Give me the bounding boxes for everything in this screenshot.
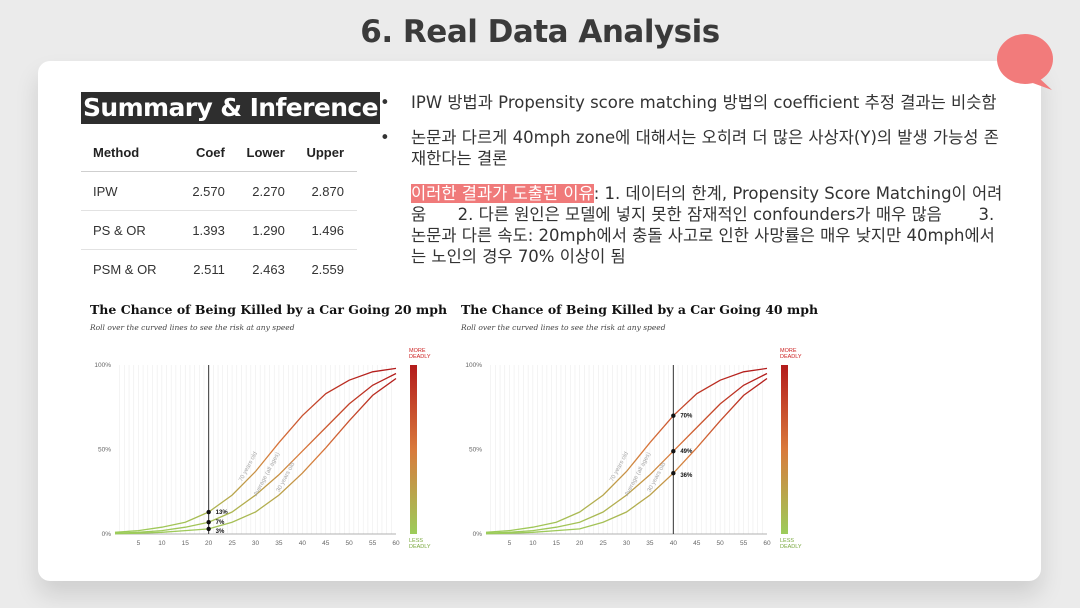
- series-line: [114, 377, 397, 535]
- bullet-text: IPW 방법과 Propensity score matching 방법의 co…: [411, 93, 997, 112]
- scale-top-label: MORE: [780, 348, 797, 354]
- series-line: [485, 377, 768, 535]
- data-point: [671, 470, 676, 476]
- scale-bottom-label: DEADLY: [780, 544, 802, 550]
- y-tick-label: 0%: [473, 531, 483, 538]
- scale-bottom-label: DEADLY: [409, 544, 431, 550]
- bullet-dot-icon: •: [380, 93, 390, 112]
- x-tick-label: 35: [275, 540, 283, 547]
- table-cell: 2.870: [297, 171, 357, 211]
- table-cell: 1.393: [184, 210, 238, 250]
- reason-text: : 1. 데이터의 한계, Propensity Score Matching이…: [411, 184, 1003, 266]
- point-label: 13%: [216, 510, 229, 516]
- chart-plot: 5 10 15 20 25 30 35 40 45 50 55 600%50%100%70 years…: [94, 348, 431, 550]
- table-cell: 2.270: [237, 171, 298, 211]
- slide-title: 6. Real Data Analysis: [360, 14, 720, 50]
- data-point: [206, 519, 211, 525]
- x-tick-label: 55: [740, 540, 748, 547]
- y-tick-label: 0%: [102, 531, 112, 538]
- scale-bottom-label: LESS: [409, 538, 423, 544]
- table-cell: PSM & OR: [93, 261, 157, 277]
- results-table: Method Coef Lower Upper IPW 2.570 2.270 …: [81, 133, 357, 288]
- x-tick-label: 15: [182, 540, 190, 547]
- chart-plot: 5 10 15 20 25 30 35 40 45 50 55 600%50%100%70 years…: [465, 348, 802, 550]
- x-tick-label: 55: [369, 540, 377, 547]
- x-tick-label: 50: [346, 540, 354, 547]
- highlighted-reason-label: 이러한 결과가 도출된 이유: [411, 184, 594, 203]
- point-label: 7%: [216, 520, 225, 526]
- deadliness-scale-bar: [410, 365, 417, 534]
- scale-top-label: DEADLY: [780, 354, 802, 360]
- bullet-item: • 논문과 다르게 40mph zone에 대해서는 오히려 더 많은 사상자(…: [378, 127, 1008, 169]
- x-tick-label: 45: [322, 540, 330, 547]
- y-tick-label: 100%: [465, 362, 482, 369]
- table-cell: PS & OR: [81, 210, 185, 250]
- table-cell: 2.511: [193, 261, 225, 277]
- speech-bubble-icon: [997, 34, 1053, 90]
- scale-bottom-label: LESS: [780, 538, 794, 544]
- point-label: 3%: [216, 529, 225, 535]
- x-tick-label: 20: [576, 540, 584, 547]
- point-label: 36%: [680, 473, 693, 479]
- y-tick-label: 100%: [94, 362, 111, 369]
- scale-top-label: MORE: [409, 348, 426, 354]
- bullet-dot-icon: •: [380, 128, 390, 147]
- series-line: [114, 372, 397, 534]
- x-tick-label: 50: [717, 540, 725, 547]
- data-point: [671, 448, 676, 454]
- bullet-list: • IPW 방법과 Propensity score matching 방법의 …: [378, 92, 1008, 267]
- point-label: 70%: [680, 414, 693, 420]
- table-cell: 2.570: [184, 171, 238, 211]
- table-row: PS & OR 1.393 1.290 1.496: [81, 210, 357, 250]
- table-cell: 1.290: [237, 210, 298, 250]
- table-cell: 2.559: [311, 261, 344, 277]
- x-tick-label: 30: [623, 540, 631, 547]
- x-tick-label: 5: [137, 540, 141, 547]
- x-tick-label: 60: [392, 540, 400, 547]
- series-line: [485, 367, 768, 533]
- x-tick-label: 20: [205, 540, 213, 547]
- x-tick-label: 25: [228, 540, 236, 547]
- bullet-text: 논문과 다르게 40mph zone에 대해서는 오히려 더 많은 사상자(Y)…: [411, 128, 999, 168]
- column-header: Coef: [184, 133, 238, 172]
- chart-subtitle: Roll over the curved lines to see the ri…: [90, 323, 295, 332]
- x-tick-label: 35: [646, 540, 654, 547]
- chart-title: The Chance of Being Killed by a Car Goin…: [461, 302, 819, 317]
- table-row: IPW 2.570 2.270 2.870: [81, 171, 357, 211]
- series-line: [114, 367, 397, 533]
- column-header: Lower: [237, 133, 298, 172]
- table-cell: 2.463: [252, 261, 285, 277]
- point-label: 49%: [680, 449, 693, 455]
- summary-heading: Summary & Inference: [81, 92, 380, 124]
- table-row: PSM & OR 2.511 2.463 2.559: [81, 250, 357, 289]
- data-point: [206, 526, 211, 532]
- x-tick-label: 60: [763, 540, 771, 547]
- x-tick-label: 25: [599, 540, 607, 547]
- deadliness-scale-bar: [781, 365, 788, 534]
- y-tick-label: 50%: [98, 447, 111, 454]
- column-header: Method: [81, 133, 185, 172]
- x-tick-label: 15: [553, 540, 561, 547]
- table-cell: 1.496: [297, 210, 357, 250]
- chart-title: The Chance of Being Killed by a Car Goin…: [90, 302, 448, 317]
- chart-subtitle: Roll over the curved lines to see the ri…: [461, 323, 666, 332]
- data-point: [671, 413, 676, 418]
- data-point: [206, 509, 211, 515]
- x-tick-label: 10: [529, 540, 537, 547]
- table-cell: IPW: [81, 171, 185, 211]
- x-tick-label: 30: [252, 540, 260, 547]
- table-header-row: Method Coef Lower Upper: [81, 133, 357, 172]
- x-tick-label: 10: [158, 540, 166, 547]
- column-header: Upper: [297, 133, 357, 172]
- x-tick-label: 5: [508, 540, 512, 547]
- bullet-item: • IPW 방법과 Propensity score matching 방법의 …: [378, 92, 1008, 113]
- reason-note: 이러한 결과가 도출된 이유: 1. 데이터의 한계, Propensity S…: [378, 183, 1008, 267]
- x-tick-label: 40: [670, 540, 678, 547]
- x-tick-label: 45: [693, 540, 701, 547]
- x-tick-label: 40: [299, 540, 307, 547]
- y-tick-label: 50%: [469, 447, 482, 454]
- scale-top-label: DEADLY: [409, 354, 431, 360]
- series-line: [485, 372, 768, 534]
